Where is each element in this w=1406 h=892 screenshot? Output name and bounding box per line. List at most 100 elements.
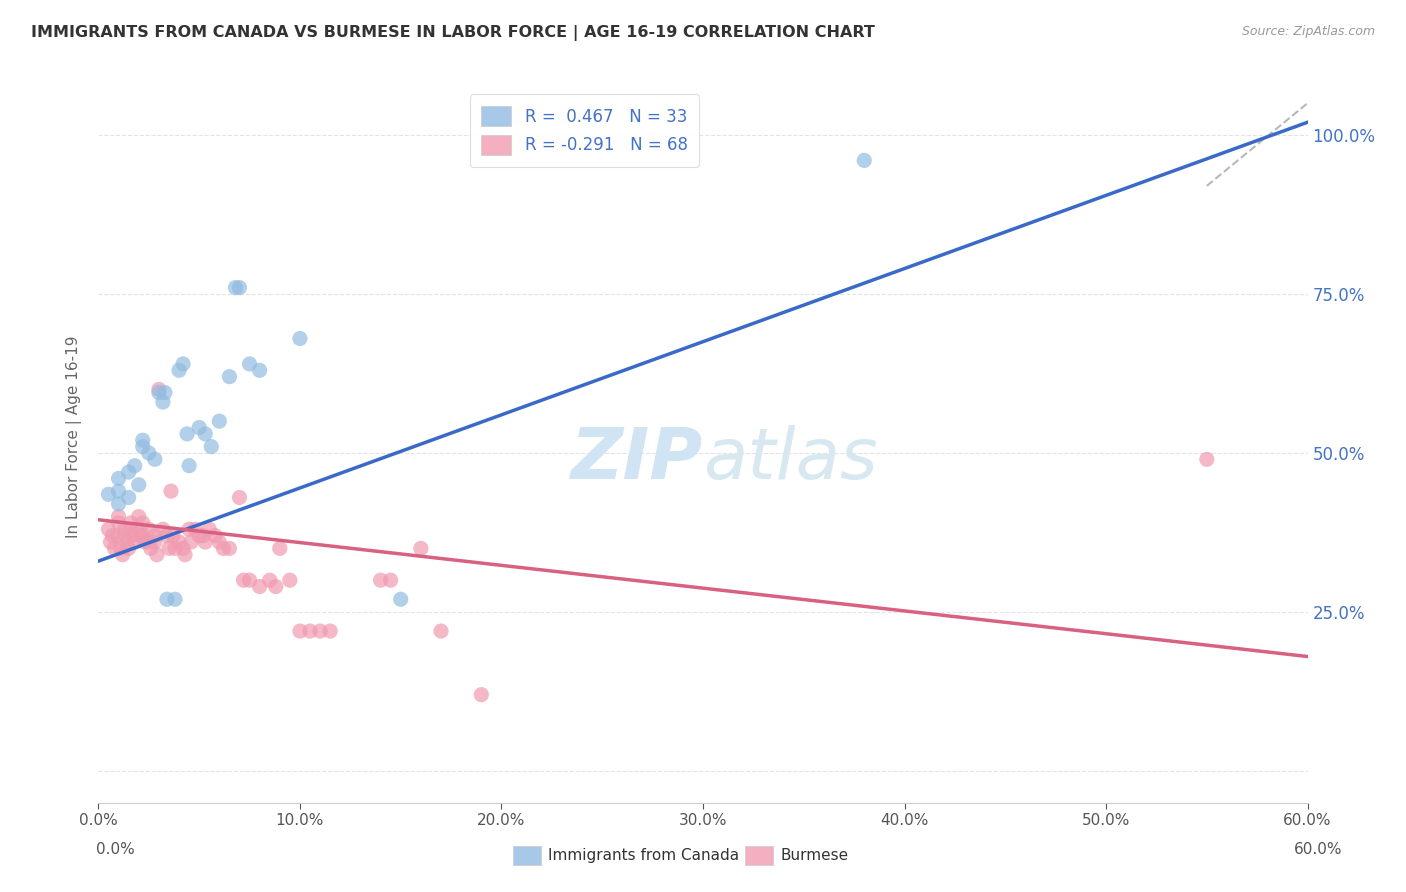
Point — [194, 426, 217, 441]
Point — [157, 541, 180, 556]
Point — [208, 535, 231, 549]
Point — [409, 541, 432, 556]
Point — [259, 573, 281, 587]
Point — [204, 529, 226, 543]
Point — [146, 548, 169, 562]
Point — [193, 529, 215, 543]
Point — [110, 541, 132, 556]
Point — [264, 580, 287, 594]
Point — [132, 440, 155, 454]
Text: Immigrants from Canada: Immigrants from Canada — [548, 848, 740, 863]
Point — [111, 548, 134, 562]
Point — [160, 484, 183, 499]
Text: 60.0%: 60.0% — [1295, 842, 1343, 856]
Text: ZIP: ZIP — [571, 425, 703, 493]
Legend: R =  0.467   N = 33, R = -0.291   N = 68: R = 0.467 N = 33, R = -0.291 N = 68 — [470, 95, 699, 167]
Point — [138, 535, 160, 549]
Point — [120, 516, 142, 530]
Point — [107, 484, 129, 499]
Point — [153, 385, 176, 400]
Text: IMMIGRANTS FROM CANADA VS BURMESE IN LABOR FORCE | AGE 16-19 CORRELATION CHART: IMMIGRANTS FROM CANADA VS BURMESE IN LAB… — [31, 25, 875, 41]
Point — [172, 357, 194, 371]
Point — [288, 331, 311, 345]
Point — [299, 624, 322, 638]
Point — [239, 357, 262, 371]
Point — [167, 535, 190, 549]
Point — [101, 529, 124, 543]
Point — [143, 452, 166, 467]
Point — [156, 529, 179, 543]
Point — [370, 573, 392, 587]
Point — [1195, 452, 1218, 467]
Point — [152, 395, 174, 409]
Point — [167, 363, 190, 377]
Point — [179, 522, 201, 536]
Point — [152, 522, 174, 536]
Point — [103, 541, 125, 556]
Point — [156, 592, 179, 607]
Point — [200, 440, 222, 454]
Point — [148, 385, 170, 400]
Point — [470, 688, 492, 702]
Point — [218, 541, 240, 556]
Point — [174, 548, 197, 562]
Point — [132, 529, 155, 543]
Point — [118, 491, 141, 505]
Point — [100, 535, 122, 549]
Point — [163, 592, 186, 607]
Point — [228, 491, 250, 505]
Point — [249, 580, 271, 594]
Point — [128, 522, 150, 536]
Point — [232, 573, 254, 587]
Point — [107, 529, 129, 543]
Text: 0.0%: 0.0% — [96, 842, 135, 856]
Point — [228, 280, 250, 294]
Point — [114, 522, 136, 536]
Point — [184, 522, 207, 536]
Point — [143, 529, 166, 543]
Point — [124, 535, 146, 549]
Point — [176, 426, 198, 441]
Point — [143, 535, 166, 549]
Point — [179, 458, 201, 473]
Point — [97, 522, 120, 536]
Point — [172, 541, 194, 556]
Point — [180, 535, 202, 549]
Point — [132, 516, 155, 530]
Text: Source: ZipAtlas.com: Source: ZipAtlas.com — [1241, 25, 1375, 38]
Point — [269, 541, 291, 556]
Point — [853, 153, 876, 168]
Text: Burmese: Burmese — [780, 848, 848, 863]
Point — [249, 363, 271, 377]
Point — [134, 535, 156, 549]
Point — [107, 516, 129, 530]
Point — [138, 446, 160, 460]
Point — [107, 471, 129, 485]
Point — [115, 535, 138, 549]
Point — [114, 529, 136, 543]
Point — [319, 624, 342, 638]
Point — [162, 529, 184, 543]
Point — [129, 529, 152, 543]
Point — [188, 420, 211, 434]
Point — [97, 487, 120, 501]
Point — [218, 369, 240, 384]
Point — [120, 522, 142, 536]
Point — [107, 509, 129, 524]
Point — [224, 280, 246, 294]
Point — [239, 573, 262, 587]
Point — [208, 414, 231, 428]
Point — [309, 624, 332, 638]
Point — [278, 573, 301, 587]
Text: atlas: atlas — [703, 425, 877, 493]
Point — [288, 624, 311, 638]
Point — [194, 535, 217, 549]
Point — [107, 497, 129, 511]
Point — [163, 541, 186, 556]
Point — [380, 573, 402, 587]
Point — [128, 477, 150, 491]
Point — [118, 541, 141, 556]
Point — [124, 458, 146, 473]
Point — [198, 522, 221, 536]
Point — [128, 509, 150, 524]
